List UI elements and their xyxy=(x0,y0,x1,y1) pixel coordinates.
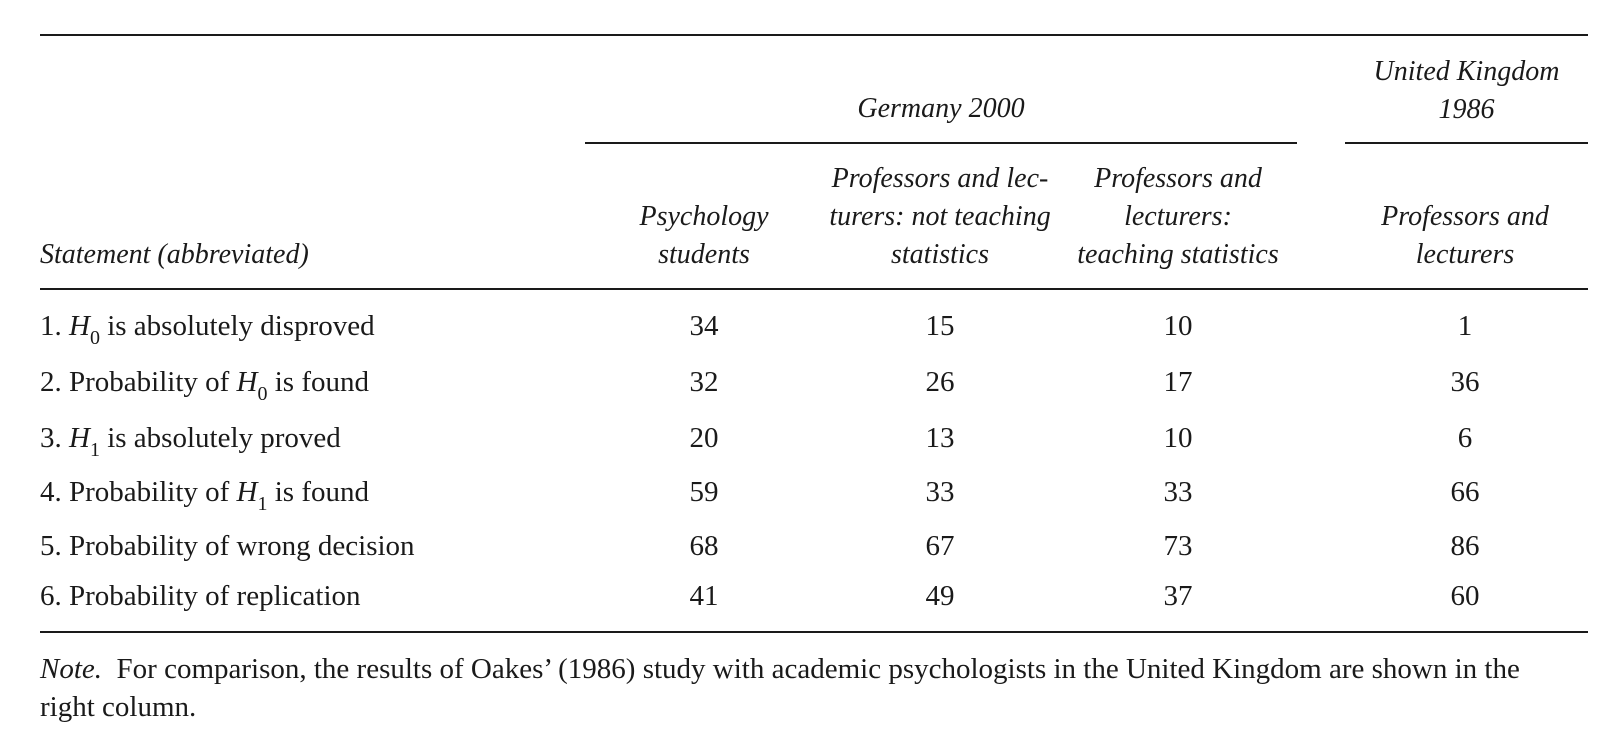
group-header-germany: Germany 2000 xyxy=(857,93,1025,124)
value-cell: 34 xyxy=(689,310,719,342)
hypothesis-symbol: H xyxy=(236,366,258,398)
column-header-3: Professors and lecturers: teaching statist… xyxy=(1058,160,1298,274)
statement-text: Probability of xyxy=(69,366,237,398)
hypothesis-symbol: H xyxy=(236,476,258,508)
value-cell: 59 xyxy=(689,476,719,508)
group-header-uk-line2: 1986 xyxy=(1438,94,1495,125)
value-cell: 68 xyxy=(689,530,719,562)
column-header-line: Professors and lec- xyxy=(831,163,1049,194)
statement-number: 2. xyxy=(40,366,62,398)
statement-5: 5. Probability of wrong decision xyxy=(40,528,415,564)
value-cell: 32 xyxy=(689,366,719,398)
value-cell: 67 xyxy=(925,530,955,562)
value-cell: 13 xyxy=(925,422,955,454)
value-cell: 33 xyxy=(1163,476,1193,508)
uk-group-rule xyxy=(1345,142,1588,144)
value-cell: 86 xyxy=(1450,530,1480,562)
statement-text-rest: is found xyxy=(267,366,369,398)
statement-4: 4. Probability of H1 is found xyxy=(40,474,369,514)
statement-text: Probability of xyxy=(69,476,237,508)
statement-text-rest: is found xyxy=(267,476,369,508)
value-cell: 6 xyxy=(1457,422,1473,454)
statement-text-rest: is absolutely proved xyxy=(99,422,341,454)
column-header-line: Professors and xyxy=(1381,201,1549,232)
note-text: For comparison, the results of Oakes’ (1… xyxy=(40,653,1520,723)
statement-3: 3. H1 is absolutely proved xyxy=(40,420,341,460)
top-rule xyxy=(40,34,1588,36)
hypothesis-subscript: 1 xyxy=(257,493,268,515)
statement-number: 3. xyxy=(40,422,62,454)
value-cell: 73 xyxy=(1163,530,1193,562)
value-cell: 17 xyxy=(1163,366,1193,398)
column-header-4: Professors and lecturers xyxy=(1345,198,1585,274)
value-cell: 49 xyxy=(925,580,955,612)
table-note: Note. For comparison, the results of Oak… xyxy=(40,650,1580,726)
hypothesis-symbol: H xyxy=(69,422,90,454)
statement-text: Probability of replication xyxy=(69,580,361,612)
column-header-line: statistics xyxy=(890,239,989,270)
column-header-line: students xyxy=(658,239,750,270)
value-cell: 10 xyxy=(1163,422,1193,454)
hypothesis-subscript: 0 xyxy=(89,327,100,349)
statement-1: 1. H0 is absolutely disproved xyxy=(40,308,375,348)
statement-number: 5. xyxy=(40,530,62,562)
statement-text: Probability of wrong decision xyxy=(69,530,415,562)
column-header-line: turers: not teaching xyxy=(829,201,1051,232)
note-label: Note. xyxy=(40,653,103,685)
hypothesis-subscript: 1 xyxy=(89,439,100,461)
statement-number: 6. xyxy=(40,580,62,612)
hypothesis-subscript: 0 xyxy=(257,383,268,405)
value-cell: 37 xyxy=(1163,580,1193,612)
statement-number: 1. xyxy=(40,310,62,342)
column-header-line: Professors and xyxy=(1094,163,1262,194)
column-header-line: lecturers xyxy=(1415,239,1515,270)
header-bottom-rule xyxy=(40,288,1588,290)
column-header-line: teaching statistics xyxy=(1077,239,1279,270)
statement-6: 6. Probability of replication xyxy=(40,578,361,614)
hypothesis-symbol: H xyxy=(69,310,90,342)
bottom-rule xyxy=(40,631,1588,633)
value-cell: 10 xyxy=(1163,310,1193,342)
value-cell: 1 xyxy=(1457,310,1473,342)
column-header-2: Professors and lec-turers: not teaching s… xyxy=(820,160,1060,274)
group-header-uk: United Kingdom 1986 xyxy=(1345,53,1588,129)
value-cell: 15 xyxy=(925,310,955,342)
statement-2: 2. Probability of H0 is found xyxy=(40,364,369,404)
column-header-line: Psychology xyxy=(639,201,769,232)
statement-text-rest: is absolutely disproved xyxy=(99,310,375,342)
column-header-line: lecturers: xyxy=(1124,201,1232,232)
row-header: Statement (abbreviated) xyxy=(40,239,309,270)
value-cell: 20 xyxy=(689,422,719,454)
value-cell: 26 xyxy=(925,366,955,398)
germany-group-rule xyxy=(585,142,1297,144)
value-cell: 36 xyxy=(1450,366,1480,398)
value-cell: 33 xyxy=(925,476,955,508)
statement-number: 4. xyxy=(40,476,62,508)
column-header-1: Psychology students xyxy=(584,198,824,274)
value-cell: 60 xyxy=(1450,580,1480,612)
group-header-uk-line1: United Kingdom xyxy=(1373,56,1560,87)
value-cell: 41 xyxy=(689,580,719,612)
value-cell: 66 xyxy=(1450,476,1480,508)
